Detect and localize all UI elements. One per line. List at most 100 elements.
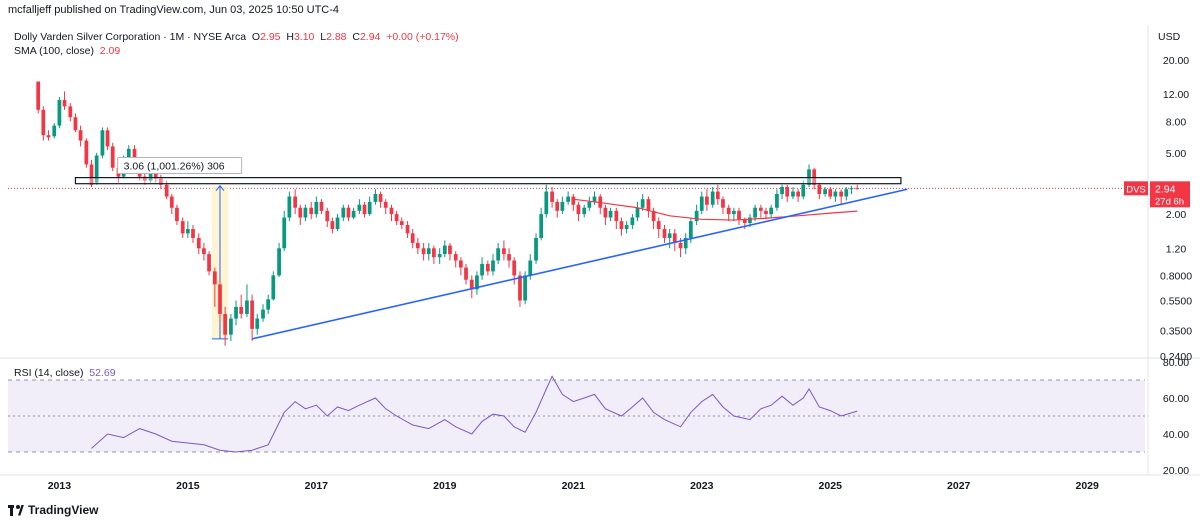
low-label: L	[320, 31, 327, 43]
candle-body	[555, 201, 560, 211]
candle-body	[89, 164, 94, 185]
candle-body	[796, 191, 800, 197]
candle-body	[630, 217, 635, 225]
candle-body	[662, 229, 667, 238]
candle-body	[105, 130, 110, 147]
candle-body	[36, 81, 41, 110]
candle-body	[319, 201, 324, 211]
resistance-box	[74, 177, 902, 185]
price-tick-label: 0.3500	[1160, 326, 1192, 338]
candle-body	[737, 210, 741, 220]
candle-body	[539, 214, 544, 238]
candle-body	[764, 210, 768, 215]
candle-body	[448, 245, 452, 255]
candle-body	[52, 125, 57, 137]
candle-body	[587, 201, 592, 208]
candle-body	[169, 196, 174, 208]
rsi-legend[interactable]: RSI (14, close) 52.69	[14, 367, 116, 379]
candle-body	[464, 267, 468, 280]
candle-body	[502, 248, 506, 255]
candle-body	[544, 191, 549, 215]
measure-arrow-head	[215, 184, 225, 191]
candle-body	[775, 194, 779, 208]
candle-body	[94, 155, 99, 183]
price-tick-label: 2.00	[1166, 209, 1187, 221]
tradingview-brand[interactable]: TradingView	[8, 503, 98, 517]
candle-body	[507, 254, 511, 261]
rsi-tick-label: 60.00	[1163, 393, 1189, 405]
candle-body	[46, 135, 51, 138]
rsi-band	[8, 380, 1145, 452]
candle-body	[640, 199, 645, 208]
candle-body	[287, 196, 292, 218]
candle-body	[694, 210, 699, 222]
candle-body	[688, 221, 693, 238]
candle-body	[705, 196, 709, 205]
candle-body	[346, 207, 351, 218]
candle-body	[426, 248, 431, 255]
candle-body	[298, 207, 303, 218]
grid-layer	[0, 25, 1200, 476]
price-tick-label: 0.8000	[1160, 270, 1192, 282]
candle-body	[769, 207, 774, 215]
candle-body	[159, 178, 163, 185]
sma-legend[interactable]: SMA (100, close) 2.09	[14, 45, 120, 57]
time-tick-label: 2023	[690, 480, 714, 492]
candle-body	[699, 196, 704, 211]
candle-body	[68, 106, 73, 118]
candle-body	[785, 186, 790, 197]
price-pane: 3.06 (1,001.26%) 306	[8, 81, 1145, 346]
candle-body	[62, 100, 67, 107]
candle-body	[415, 242, 420, 249]
candle-body	[656, 221, 661, 230]
rsi-pane	[8, 375, 1145, 453]
candle-body	[726, 207, 731, 215]
candle-body	[164, 184, 169, 197]
candle-body	[223, 313, 227, 335]
candle-body	[250, 300, 254, 329]
candle-body	[732, 210, 736, 215]
tradingview-logo-icon	[8, 504, 24, 516]
candle-body	[833, 191, 838, 197]
candle-body	[566, 196, 571, 202]
candle-body	[266, 299, 271, 310]
rsi-label: RSI (14, close)	[14, 367, 84, 379]
candle-body	[582, 207, 587, 215]
candle-body	[73, 117, 78, 131]
candle-body	[261, 309, 265, 319]
low-value: 2.88	[326, 31, 347, 43]
candle-body	[849, 188, 854, 190]
currency-label: USD	[1158, 31, 1181, 43]
symbol-legend[interactable]: Dolly Varden Silver Corporation · 1M · N…	[14, 31, 459, 43]
candle-body	[383, 201, 388, 208]
time-tick-label: 2015	[176, 480, 200, 492]
candle-body	[550, 191, 554, 202]
candle-body	[603, 207, 608, 218]
candle-body	[351, 210, 356, 218]
time-tick-label: 2027	[947, 480, 971, 492]
axes-layer: USD 20.00 12.00 8.00 5.00 2.00 1.20 0.8000 0.55…	[48, 31, 1193, 492]
candle-body	[389, 207, 394, 215]
high-value: 3.10	[293, 31, 315, 43]
candle-body	[202, 248, 206, 255]
candle-body	[84, 140, 89, 165]
candle-body	[571, 196, 576, 205]
candle-body	[672, 233, 677, 243]
candle-body	[239, 306, 244, 314]
candle-body	[823, 189, 827, 195]
candle-body	[41, 109, 46, 136]
candle-body	[453, 254, 458, 261]
candle-body	[110, 146, 115, 168]
candle-body	[341, 207, 346, 218]
candle-body	[801, 184, 806, 197]
candle-body	[715, 191, 720, 200]
candle-body	[855, 188, 860, 190]
high-label: H	[286, 31, 294, 43]
ascending-trendline	[251, 188, 908, 340]
open-label: O	[251, 31, 261, 43]
candle-body	[207, 254, 211, 272]
candle-body	[518, 275, 522, 301]
candle-body	[791, 191, 795, 197]
time-tick-label: 2021	[562, 480, 586, 492]
